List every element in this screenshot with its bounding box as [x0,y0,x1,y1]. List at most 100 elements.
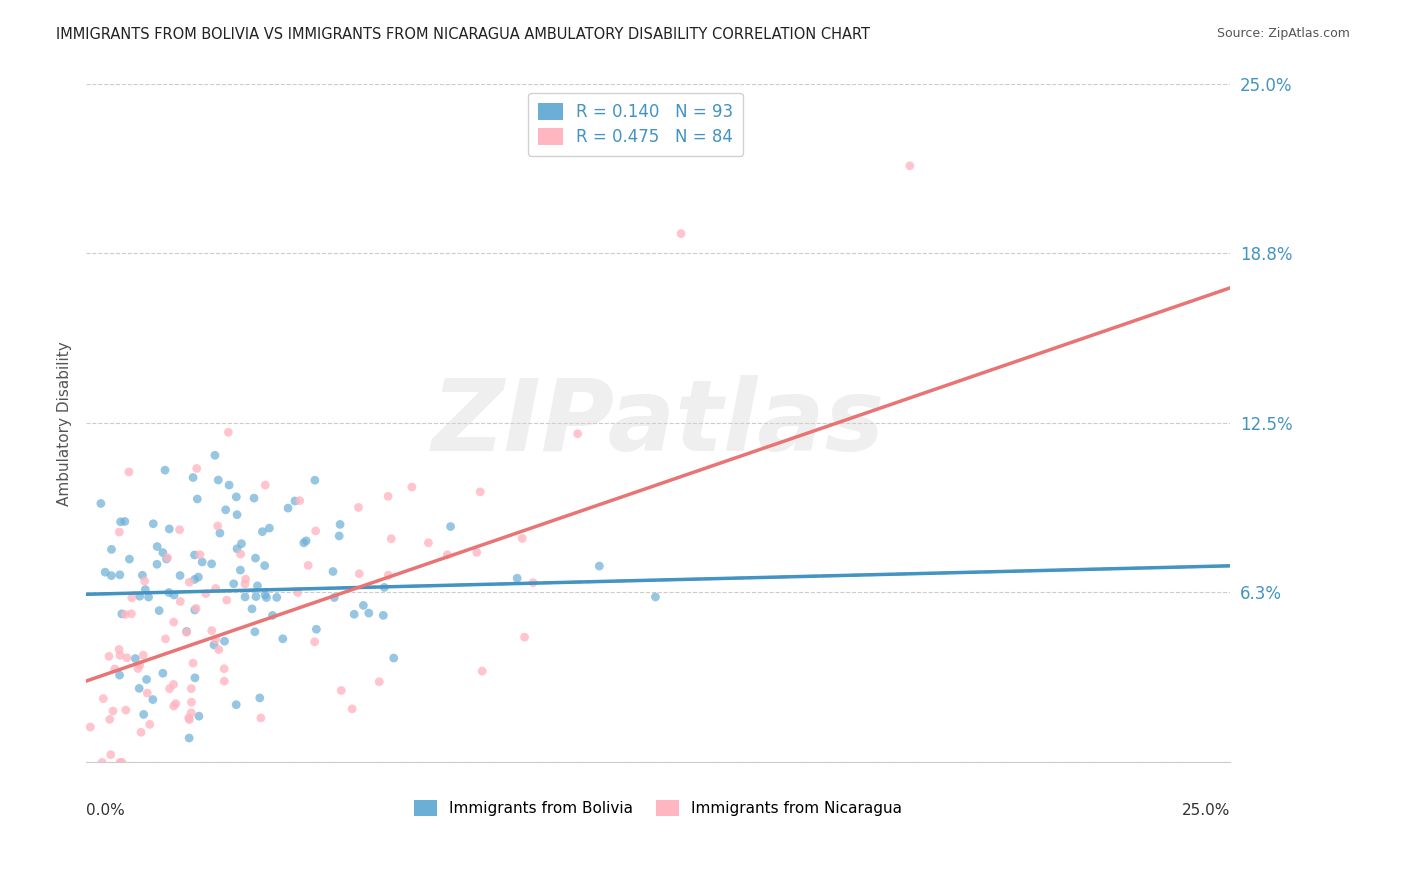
Point [146,558,169,572]
Point [513,630,536,644]
Point [187,570,209,584]
Point [292,536,315,550]
Point [256,591,278,605]
Point [235,572,257,586]
Point [246,579,269,593]
Point [169,568,191,582]
Point [159,681,181,696]
Point [79,720,101,734]
Point [669,227,692,241]
Point [330,683,353,698]
Point [184,601,207,615]
Point [162,677,184,691]
Point [439,519,461,533]
Point [184,671,207,685]
Point [134,574,156,588]
Point [254,478,277,492]
Point [208,642,231,657]
Point [343,607,366,622]
Point [522,575,544,590]
Text: 25.0%: 25.0% [1182,803,1230,818]
Point [214,634,236,648]
Point [179,575,201,590]
Point [233,577,256,591]
Point [91,756,114,770]
Point [225,698,247,712]
Point [340,702,363,716]
Point [176,624,198,639]
Y-axis label: Ambulatory Disability: Ambulatory Disability [58,341,72,506]
Point [304,635,326,649]
Point [215,503,238,517]
Point [204,582,226,596]
Point [128,658,150,673]
Point [114,607,136,622]
Point [226,508,249,522]
Point [380,532,402,546]
Point [104,662,127,676]
Point [134,582,156,597]
Point [510,532,533,546]
Point [181,470,204,484]
Point [188,548,211,562]
Point [181,656,204,670]
Point [124,651,146,665]
Point [368,674,391,689]
Point [229,547,252,561]
Point [253,558,276,573]
Point [202,638,225,652]
Point [127,662,149,676]
Point [163,699,186,714]
Point [305,524,328,538]
Point [131,568,153,582]
Point [233,590,256,604]
Point [329,517,352,532]
Point [588,559,610,574]
Point [418,536,440,550]
Point [111,607,134,621]
Point [100,568,122,582]
Point [377,489,399,503]
Point [194,586,217,600]
Point [114,515,136,529]
Point [183,573,205,587]
Point [297,558,319,573]
Point [373,581,395,595]
Point [262,608,284,623]
Point [186,461,208,475]
Point [245,551,267,566]
Point [152,666,174,681]
Point [212,662,235,676]
Point [121,591,143,605]
Point [377,568,399,582]
Point [204,448,226,462]
Point [135,673,157,687]
Point [382,651,405,665]
Point [108,648,131,663]
Point [222,576,245,591]
Point [142,516,165,531]
Point [180,695,202,709]
Point [347,566,370,581]
Point [169,523,191,537]
Point [243,491,266,505]
Point [115,650,138,665]
Point [94,565,117,579]
Point [277,501,299,516]
Point [215,593,238,607]
Point [506,571,529,585]
Text: IMMIGRANTS FROM BOLIVIA VS IMMIGRANTS FROM NICARAGUA AMBULATORY DISABILITY CORRE: IMMIGRANTS FROM BOLIVIA VS IMMIGRANTS FR… [56,27,870,42]
Point [225,490,247,504]
Point [118,552,141,566]
Point [204,632,226,647]
Point [163,588,186,602]
Point [305,622,328,636]
Point [249,690,271,705]
Point [465,545,488,559]
Point [152,545,174,559]
Point [470,484,492,499]
Point [90,496,112,510]
Point [129,725,152,739]
Point [254,588,277,602]
Point [128,589,150,603]
